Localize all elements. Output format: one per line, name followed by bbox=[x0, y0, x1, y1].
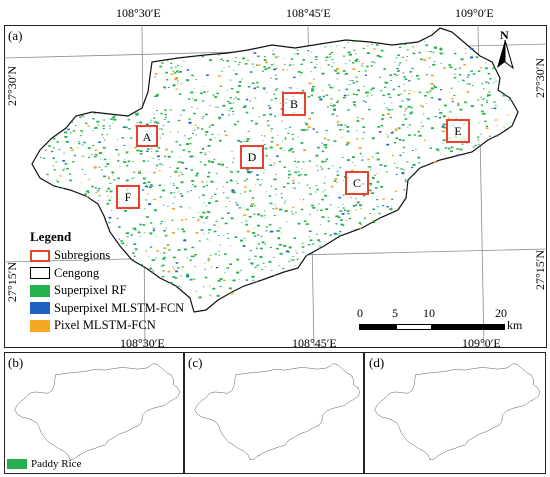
scale-tick-20: 20 bbox=[495, 306, 507, 320]
legend-label-cengong: Cengong bbox=[54, 265, 100, 280]
subregion-d: D bbox=[240, 145, 264, 169]
legend-label-superpixel-mlstm: Superpixel MLSTM-FCN bbox=[54, 300, 185, 315]
submap-boundary-b bbox=[14, 363, 181, 461]
legend-swatch-superpixel-mlstm bbox=[30, 302, 50, 315]
scale-seg-3 bbox=[432, 324, 505, 330]
scale-tick-0: 0 bbox=[357, 306, 363, 320]
top-coord-1: 108°30′E bbox=[116, 6, 161, 20]
subpanel-b bbox=[4, 352, 184, 474]
legend-item-superpixel-mlstm: Superpixel MLSTM-FCN bbox=[30, 300, 184, 318]
paddy-rice-legend: Paddy Rice bbox=[7, 458, 81, 470]
panel-label-c: (c) bbox=[188, 355, 203, 370]
legend-label-pixel-mlstm: Pixel MLSTM-FCN bbox=[54, 318, 156, 333]
right-coord-2: 27°15′N bbox=[533, 249, 547, 290]
legend-swatch-superpixel-rf bbox=[30, 284, 50, 297]
panel-label-b: (b) bbox=[8, 355, 24, 370]
scale-seg-2 bbox=[396, 324, 432, 330]
legend-swatch-pixel-mlstm bbox=[30, 319, 50, 332]
submap-boundary-d bbox=[374, 363, 541, 461]
north-arrow-icon bbox=[497, 39, 514, 70]
panel-label-a: (a) bbox=[8, 28, 23, 43]
scale-tick-10: 10 bbox=[423, 306, 435, 320]
scale-tick-5: 5 bbox=[392, 306, 398, 320]
legend-swatch-cengong bbox=[30, 267, 50, 280]
legend-title: Legend bbox=[30, 229, 72, 244]
legend-item-cengong: Cengong bbox=[30, 265, 184, 283]
legend-item-superpixel-rf: Superpixel RF bbox=[30, 282, 184, 300]
subpanel-c bbox=[184, 352, 364, 474]
bottom-coord-2: 108°45′E bbox=[292, 336, 337, 350]
cengong-boundary bbox=[31, 27, 519, 313]
legend-swatch-subregions bbox=[30, 249, 50, 262]
classification-pixels-main bbox=[40, 40, 512, 299]
legend-label-subregions: Subregions bbox=[54, 248, 111, 263]
subregion-c: C bbox=[345, 171, 369, 195]
subpanel-d bbox=[364, 352, 546, 474]
subregion-b: B bbox=[282, 92, 306, 116]
left-coord-1: 27°30′N bbox=[5, 65, 19, 106]
submap-boundary-c bbox=[194, 363, 361, 461]
bottom-coord-1: 108°30′E bbox=[120, 336, 165, 350]
bottom-coord-3: 109°0′E bbox=[462, 336, 501, 350]
scale-unit: km bbox=[507, 318, 523, 332]
top-coord-3: 109°0′E bbox=[455, 6, 494, 20]
north-label: N bbox=[500, 28, 509, 42]
subregion-e: E bbox=[446, 119, 470, 143]
scale-seg-1 bbox=[359, 324, 396, 330]
map-legend: Legend Subregions Cengong Superpixel RF … bbox=[30, 229, 184, 335]
subregion-f: F bbox=[116, 185, 140, 209]
panel-label-d: (d) bbox=[369, 355, 385, 370]
legend-item-pixel-mlstm: Pixel MLSTM-FCN bbox=[30, 317, 184, 335]
subregion-a: A bbox=[136, 125, 158, 147]
top-coord-2: 108°45′E bbox=[286, 6, 331, 20]
scale-bar: 0 5 10 20 km bbox=[357, 306, 532, 336]
legend-item-subregions: Subregions bbox=[30, 247, 184, 265]
left-coord-2: 27°15′N bbox=[5, 261, 19, 302]
right-coord-1: 27°30′N bbox=[533, 57, 547, 98]
legend-label-superpixel-rf: Superpixel RF bbox=[54, 283, 127, 298]
paddy-rice-label: Paddy Rice bbox=[31, 458, 82, 470]
paddy-rice-swatch bbox=[7, 459, 27, 469]
